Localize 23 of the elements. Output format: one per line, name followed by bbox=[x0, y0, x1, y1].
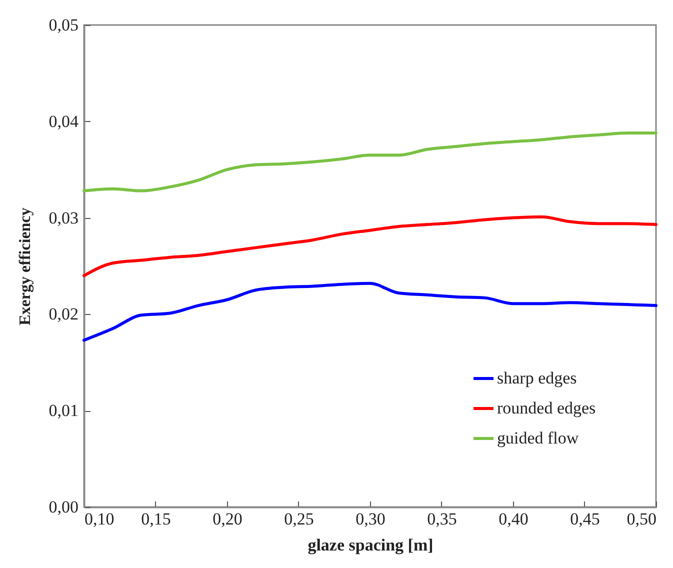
x-tick-label: 0,45 bbox=[570, 510, 600, 528]
x-tick-label: 0,10 bbox=[84, 510, 114, 528]
y-tick-label: 0,00 bbox=[48, 498, 78, 516]
y-tick-label: 0,03 bbox=[48, 208, 78, 228]
y-tick-label: 0,04 bbox=[48, 112, 79, 131]
legend-label: rounded edges bbox=[497, 398, 596, 418]
legend-label: sharp edges bbox=[497, 368, 577, 388]
x-tick-label: 0,20 bbox=[212, 510, 242, 528]
line-series bbox=[82, 282, 658, 342]
legend-label: guided flow bbox=[497, 428, 580, 448]
line-series bbox=[82, 131, 658, 192]
y-tick-label: 0,01 bbox=[48, 401, 78, 420]
x-axis-title: glaze spacing [m] bbox=[308, 536, 434, 554]
x-tick-label: 0,30 bbox=[356, 510, 386, 528]
x-tick-label: 0,50 bbox=[626, 510, 656, 528]
y-tick-label: 0,02 bbox=[48, 304, 78, 324]
y-axis-title: Exergy efficiency bbox=[16, 208, 34, 326]
line-series bbox=[82, 215, 658, 278]
x-tick-label: 0,25 bbox=[284, 510, 314, 528]
x-tick-label: 0,40 bbox=[498, 510, 528, 528]
y-tick-label: 0,05 bbox=[48, 16, 78, 34]
x-tick-label: 0,35 bbox=[427, 510, 457, 528]
x-tick-label: 0,15 bbox=[141, 510, 171, 528]
